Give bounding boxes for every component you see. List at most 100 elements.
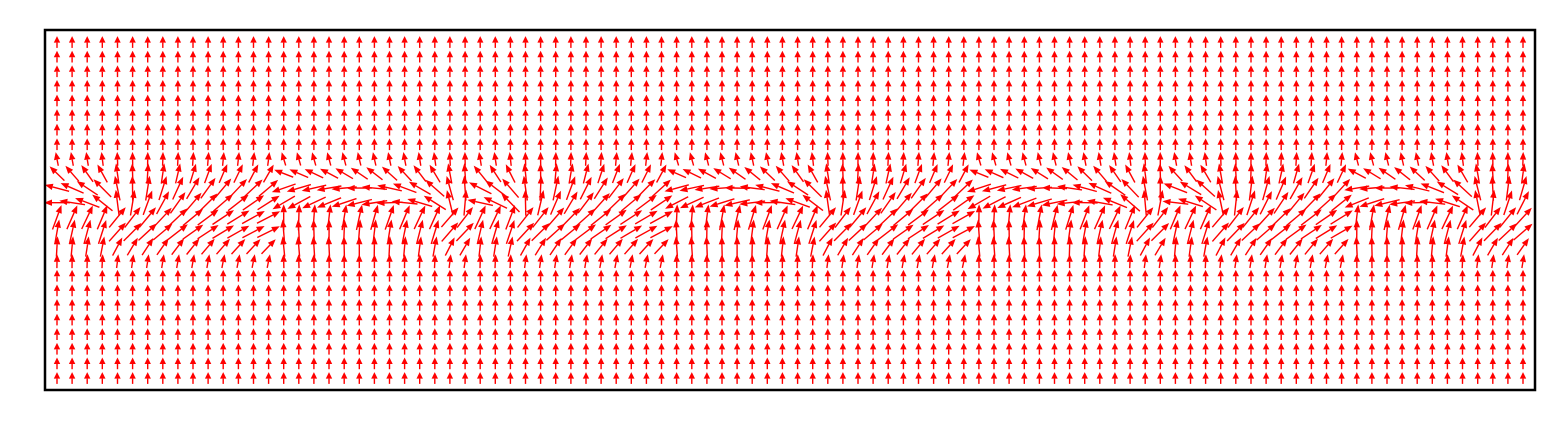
quiver-arrow-head [1414, 269, 1421, 277]
quiver-arrow-shaft [605, 213, 621, 226]
quiver-arrow-shaft [448, 171, 453, 184]
quiver-arrow-head [416, 372, 423, 379]
quiver-arrow-head [81, 165, 89, 174]
quiver-arrow-head [1066, 36, 1073, 43]
quiver-arrow-head [371, 80, 378, 87]
quiver-arrow-shaft [1188, 171, 1198, 183]
quiver-arrow-head [1142, 328, 1149, 335]
quiver-arrow-head [1247, 151, 1255, 160]
quiver-arrow-head [526, 207, 534, 216]
quiver-arrow-head [1399, 219, 1406, 228]
quiver-arrow-head [204, 80, 212, 87]
quiver-arrow-shaft [101, 159, 104, 166]
quiver-arrow-shaft [455, 228, 469, 242]
quiver-arrow-head [673, 123, 680, 131]
quiver-arrow-head [1021, 109, 1028, 116]
quiver-arrow-shaft [197, 228, 213, 240]
quiver-arrow-head [1066, 80, 1073, 87]
quiver-arrow-head [1338, 152, 1345, 160]
quiver-arrow-head [446, 328, 454, 335]
quiver-arrow-head [960, 123, 967, 131]
quiver-arrow-head [250, 284, 257, 291]
quiver-arrow-head [1328, 194, 1337, 202]
quiver-arrow-head [446, 65, 454, 72]
quiver-arrow-head [250, 65, 257, 72]
quiver-arrow-head [356, 372, 363, 379]
quiver-arrow-head [1005, 269, 1013, 277]
quiver-arrow-shaft [620, 214, 636, 225]
quiver-arrow-head [1127, 152, 1134, 160]
quiver-arrow-head [796, 205, 804, 215]
quiver-arrow-head [764, 36, 771, 43]
quiver-arrow-head [1057, 184, 1066, 191]
quiver-arrow-head [431, 313, 438, 321]
quiver-arrow-head [174, 65, 182, 72]
quiver-arrow-head [869, 65, 877, 72]
quiver-arrow-head [1262, 109, 1270, 116]
quiver-arrow-head [643, 269, 650, 277]
quiver-arrow-shaft [197, 213, 213, 226]
quiver-arrow-shaft [1476, 261, 1479, 269]
quiver-arrow-head [859, 223, 868, 232]
quiver-arrow-head [325, 36, 333, 43]
quiver-arrow-head [613, 328, 620, 335]
quiver-arrow-head [356, 328, 363, 335]
quiver-arrow-head [189, 151, 197, 160]
quiver-arrow-shaft [415, 227, 422, 245]
quiver-arrow-head [749, 50, 756, 58]
quiver-arrow-head [250, 123, 257, 131]
quiver-arrow-shaft [736, 159, 740, 166]
quiver-arrow-head [582, 372, 590, 379]
quiver-arrow-shaft [51, 212, 60, 230]
quiver-arrow-shaft [82, 200, 100, 208]
quiver-arrow-head [1126, 284, 1134, 291]
quiver-arrow-shaft [622, 184, 635, 198]
quiver-arrow-head [1398, 269, 1406, 277]
quiver-arrow-head [522, 109, 529, 116]
quiver-arrow-head [703, 342, 711, 350]
quiver-arrow-head [356, 254, 363, 262]
quiver-arrow-head [734, 219, 741, 228]
quiver-arrow-head [401, 94, 408, 101]
quiver-arrow-head [582, 269, 590, 277]
quiver-arrow-shaft [577, 198, 590, 214]
quiver-arrow-head [1005, 109, 1013, 116]
quiver-arrow-head [1293, 342, 1300, 350]
quiver-arrow-head [990, 342, 998, 350]
quiver-arrow-head [1353, 313, 1360, 321]
quiver-arrow-head [1081, 299, 1088, 306]
quiver-arrow-head [189, 313, 197, 321]
quiver-arrow-head [1051, 299, 1058, 306]
quiver-arrow-head [1308, 254, 1315, 263]
quiver-arrow-head [975, 80, 983, 87]
quiver-arrow-head [295, 204, 303, 213]
quiver-arrow-head [703, 236, 710, 245]
quiver-arrow-head [133, 207, 141, 216]
quiver-arrow-head [1157, 123, 1164, 131]
quiver-arrow-head [1066, 372, 1073, 379]
quiver-arrow-head [990, 357, 998, 364]
quiver-arrow-head [889, 208, 898, 217]
quiver-arrow-head [1429, 284, 1436, 291]
quiver-arrow-head [1247, 123, 1255, 131]
quiver-arrow-shaft [1230, 244, 1238, 256]
quiver-arrow-shaft [855, 183, 860, 201]
quiver-arrow-head [1489, 123, 1496, 131]
quiver-arrow-head [1414, 152, 1421, 161]
quiver-arrow-head [567, 36, 575, 43]
quiver-arrow-head [1519, 357, 1527, 364]
quiver-arrow-head [1313, 224, 1322, 232]
quiver-arrow-head [1278, 109, 1285, 116]
quiver-arrow-head [967, 186, 976, 193]
quiver-arrow-head [975, 342, 983, 350]
quiver-arrow-head [915, 94, 922, 101]
quiver-arrow-head [750, 204, 757, 214]
quiver-arrow-head [1217, 313, 1224, 321]
quiver-arrow-shaft [907, 228, 923, 240]
quiver-arrow-head [809, 269, 816, 277]
quiver-arrow-head [1338, 109, 1345, 116]
quiver-arrow-shaft [937, 214, 954, 225]
quiver-arrow-head [1323, 50, 1330, 58]
quiver-arrow-head [1400, 204, 1407, 214]
quiver-arrow-head [1036, 372, 1043, 379]
